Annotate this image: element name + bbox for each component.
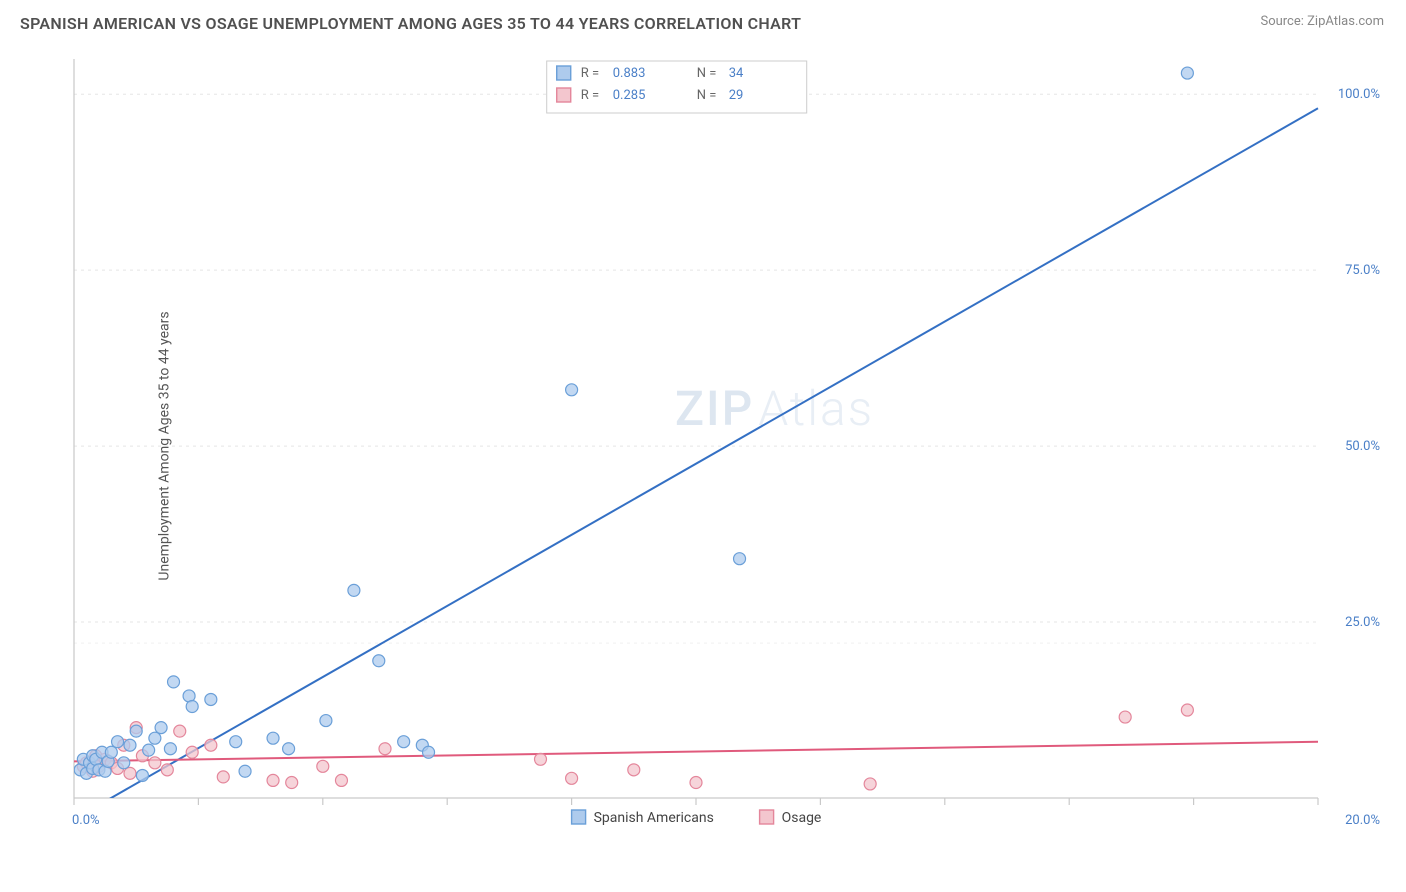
- source-label: Source: ZipAtlas.com: [1260, 14, 1384, 29]
- svg-text:Spanish Americans: Spanish Americans: [594, 810, 714, 826]
- svg-text:34: 34: [729, 66, 744, 81]
- svg-text:N =: N =: [697, 66, 717, 81]
- svg-text:0.285: 0.285: [613, 88, 646, 103]
- plot-area: 0.0% 20.0% 25.0% 50.0% 75.0% 100.0% ZIPAtlas R …: [70, 55, 1388, 832]
- svg-text:Atlas: Atlas: [758, 380, 874, 437]
- svg-text:ZIP: ZIP: [675, 380, 754, 437]
- svg-text:Osage: Osage: [782, 810, 822, 826]
- scatter-plot-svg: 0.0% 20.0% 25.0% 50.0% 75.0% 100.0% ZIPAtlas R …: [70, 55, 1388, 832]
- svg-text:R =: R =: [581, 88, 599, 103]
- svg-text:0.883: 0.883: [613, 66, 646, 81]
- svg-text:29: 29: [729, 88, 744, 103]
- chart-title: SPANISH AMERICAN VS OSAGE UNEMPLOYMENT A…: [20, 14, 801, 33]
- svg-text:75.0%: 75.0%: [1345, 263, 1380, 278]
- svg-text:N =: N =: [697, 88, 717, 103]
- svg-text:25.0%: 25.0%: [1345, 615, 1380, 630]
- svg-text:20.0%: 20.0%: [1345, 813, 1380, 828]
- svg-text:100.0%: 100.0%: [1338, 87, 1380, 102]
- svg-text:0.0%: 0.0%: [72, 813, 100, 828]
- svg-text:50.0%: 50.0%: [1345, 439, 1380, 454]
- svg-text:R =: R =: [581, 66, 599, 81]
